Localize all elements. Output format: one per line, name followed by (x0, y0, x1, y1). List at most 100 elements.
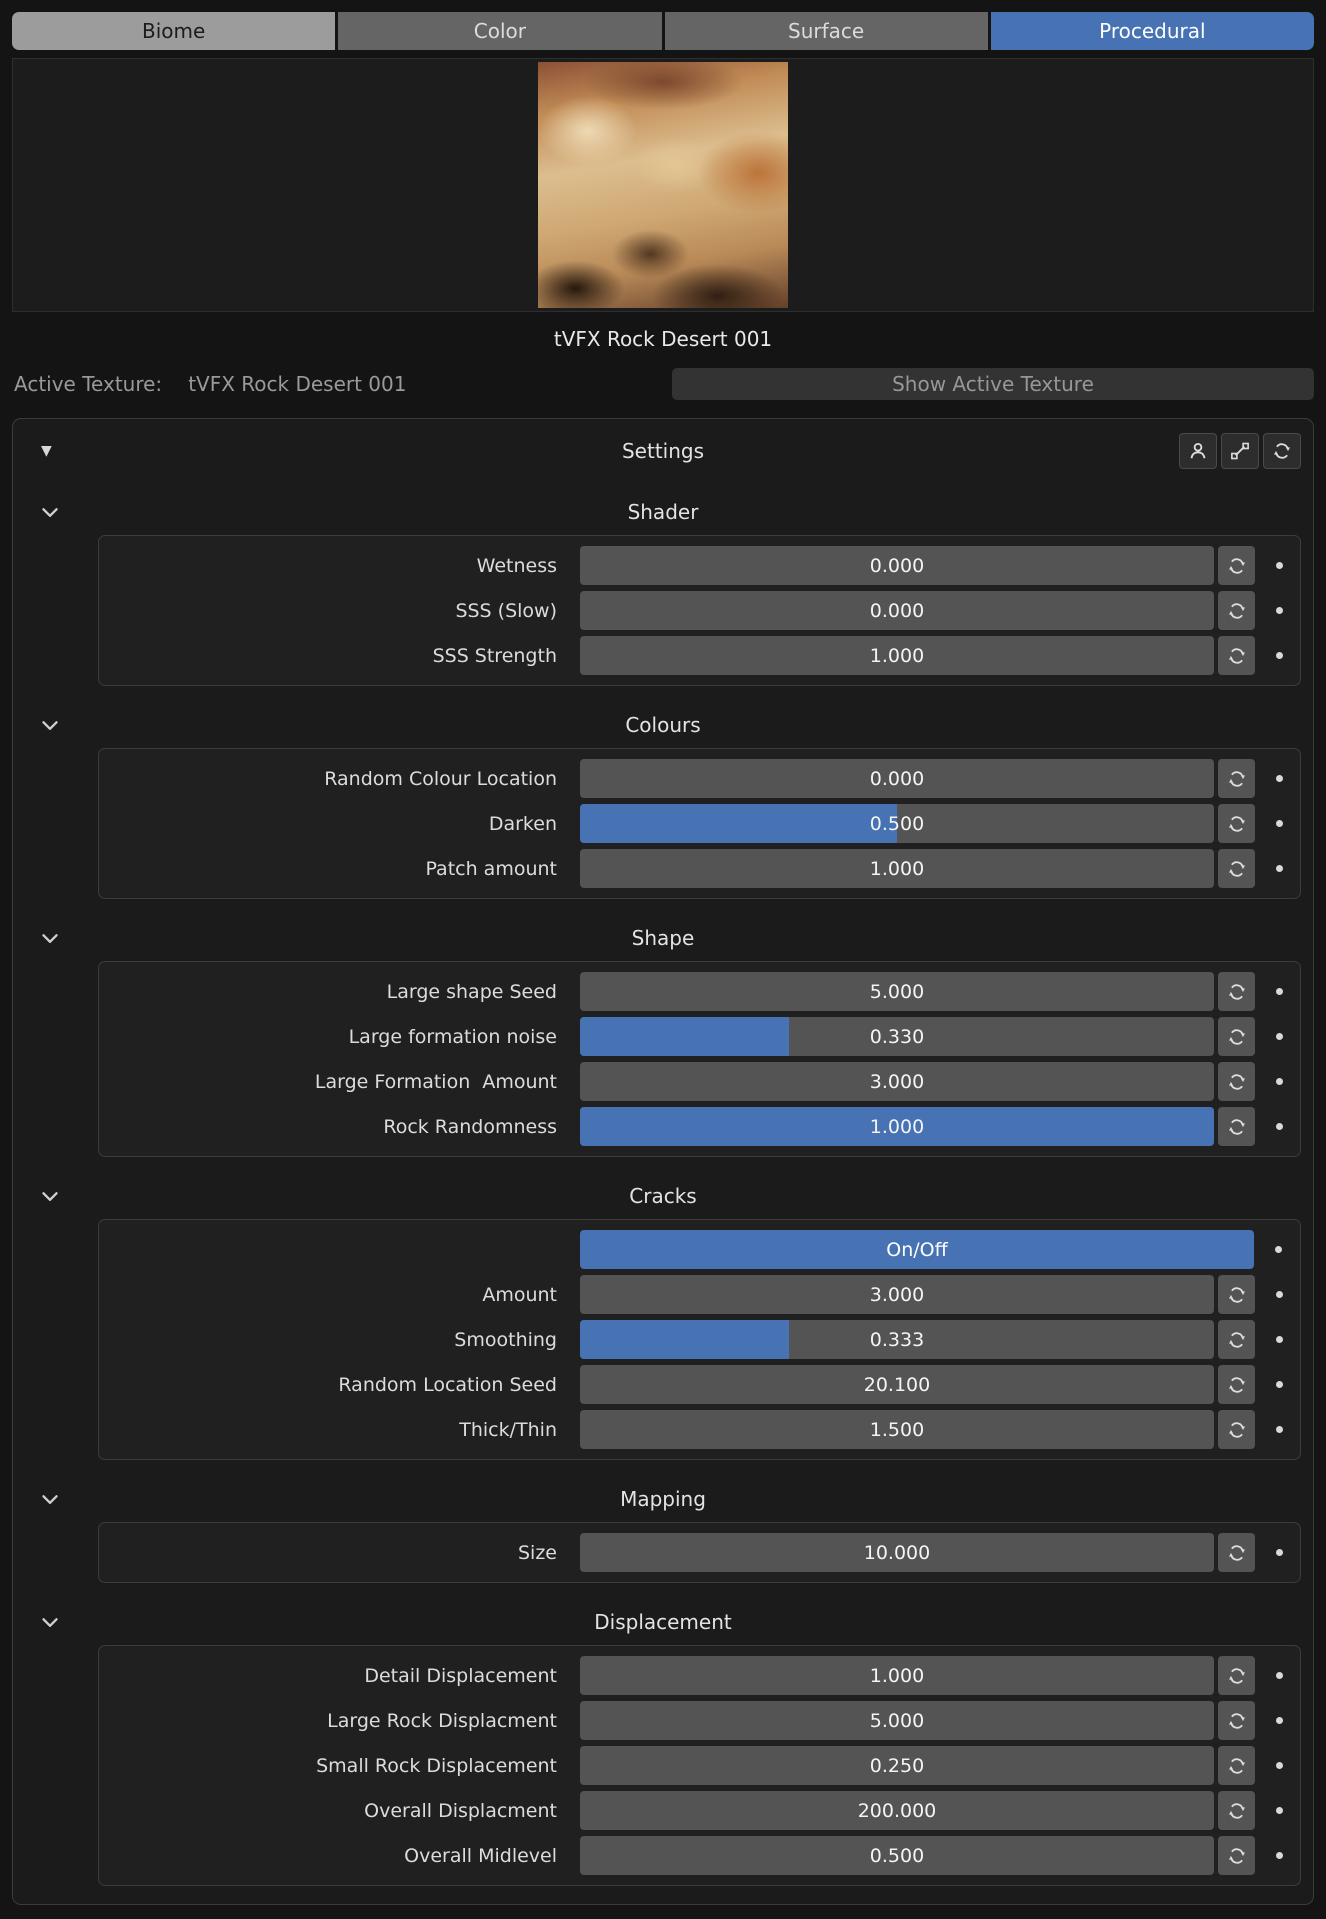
decorator-dot[interactable] (1276, 775, 1283, 782)
refresh-button[interactable] (1218, 1791, 1255, 1830)
refresh-button[interactable] (1218, 1746, 1255, 1785)
refresh-button[interactable] (1218, 546, 1255, 585)
property-label: Darken (488, 812, 557, 835)
tab-surface[interactable]: Surface (664, 12, 988, 50)
value-slider[interactable]: 3.000 (580, 1275, 1214, 1314)
value-slider[interactable]: 20.100 (580, 1365, 1214, 1404)
decorator-dot[interactable] (1276, 1549, 1283, 1556)
property-row: Detail Displacement 1.000 (109, 1656, 1290, 1695)
value-slider[interactable]: 10.000 (580, 1533, 1214, 1572)
refresh-button[interactable] (1218, 1365, 1255, 1404)
decorator-dot[interactable] (1276, 1381, 1283, 1388)
refresh-button[interactable] (1263, 433, 1301, 469)
value-slider[interactable]: 0.500 (580, 804, 1214, 843)
chevron-down-icon[interactable] (37, 1183, 63, 1213)
value-slider[interactable]: 0.000 (580, 759, 1214, 798)
slider-value: 20.100 (863, 1373, 931, 1396)
chevron-down-icon[interactable] (37, 712, 63, 742)
decorator-dot[interactable] (1276, 1762, 1283, 1769)
refresh-button[interactable] (1218, 1410, 1255, 1449)
value-slider[interactable]: 1.500 (580, 1410, 1214, 1449)
property-label: Amount (482, 1283, 557, 1306)
decorator-dot[interactable] (1276, 1123, 1283, 1130)
value-slider[interactable]: 0.000 (580, 591, 1214, 630)
value-slider[interactable]: 1.000 (580, 849, 1214, 888)
refresh-button[interactable] (1218, 804, 1255, 843)
decorator-dot[interactable] (1276, 652, 1283, 659)
value-slider[interactable]: 5.000 (580, 972, 1214, 1011)
value-slider[interactable]: 0.000 (580, 546, 1214, 585)
refresh-button[interactable] (1218, 591, 1255, 630)
slider-fill (580, 1320, 790, 1359)
decorator-dot[interactable] (1276, 865, 1283, 872)
decorator-dot[interactable] (1276, 1807, 1283, 1814)
refresh-button[interactable] (1218, 1533, 1255, 1572)
user-icon (1190, 442, 1206, 459)
section-title-row: Displacement (25, 1599, 1301, 1645)
property-row: Thick/Thin 1.500 (109, 1410, 1290, 1449)
slider-value: 5.000 (869, 1709, 925, 1732)
property-row: SSS Strength 1.000 (109, 636, 1290, 675)
decorator-dot[interactable] (1276, 988, 1283, 995)
refresh-icon (1228, 1712, 1245, 1729)
value-slider[interactable]: 200.000 (580, 1791, 1214, 1830)
value-slider[interactable]: 0.330 (580, 1017, 1214, 1056)
tab-procedural[interactable]: Procedural (990, 12, 1314, 50)
refresh-icon (1228, 770, 1245, 787)
decorator-dot[interactable] (1276, 562, 1283, 569)
decorator-dot[interactable] (1276, 607, 1283, 614)
value-slider[interactable]: 1.000 (580, 636, 1214, 675)
refresh-button[interactable] (1218, 1656, 1255, 1695)
refresh-button[interactable] (1218, 1275, 1255, 1314)
decorator-dot[interactable] (1276, 1291, 1283, 1298)
slider-value: 0.000 (869, 554, 925, 577)
chevron-down-icon[interactable] (37, 1486, 63, 1516)
decorator-dot[interactable] (1275, 1246, 1282, 1253)
refresh-button[interactable] (1218, 636, 1255, 675)
refresh-button[interactable] (1218, 1836, 1255, 1875)
user-button[interactable] (1179, 433, 1217, 469)
refresh-icon (1228, 1028, 1245, 1045)
refresh-button[interactable] (1218, 1017, 1255, 1056)
value-slider[interactable]: 0.333 (580, 1320, 1214, 1359)
onoff-toggle-button[interactable]: On/Off (580, 1230, 1254, 1269)
chevron-down-icon[interactable] (37, 925, 63, 955)
refresh-button[interactable] (1218, 1701, 1255, 1740)
slider-fill (580, 804, 897, 843)
tab-biome[interactable]: Biome (12, 12, 336, 50)
driver-button[interactable] (1221, 433, 1259, 469)
refresh-button[interactable] (1218, 1062, 1255, 1101)
decorator-dot[interactable] (1276, 1672, 1283, 1679)
value-slider[interactable]: 5.000 (580, 1701, 1214, 1740)
show-active-texture-button[interactable]: Show Active Texture (672, 368, 1314, 400)
refresh-button[interactable] (1218, 849, 1255, 888)
section-title-row: Colours (25, 702, 1301, 748)
value-slider[interactable]: 0.500 (580, 1836, 1214, 1875)
chevron-down-icon[interactable] (37, 499, 63, 529)
decorator-dot[interactable] (1276, 1033, 1283, 1040)
decorator-dot[interactable] (1276, 820, 1283, 827)
toggle-label: On/Off (886, 1238, 948, 1261)
value-slider[interactable]: 1.000 (580, 1107, 1214, 1146)
slider-fill (580, 1107, 1214, 1146)
refresh-button[interactable] (1218, 759, 1255, 798)
refresh-button[interactable] (1218, 972, 1255, 1011)
property-row: Large formation noise 0.330 (109, 1017, 1290, 1056)
refresh-button[interactable] (1218, 1107, 1255, 1146)
decorator-dot[interactable] (1276, 1426, 1283, 1433)
slider-value: 1.000 (869, 644, 925, 667)
decorator-dot[interactable] (1276, 1336, 1283, 1343)
decorator-dot[interactable] (1276, 1852, 1283, 1859)
value-slider[interactable]: 3.000 (580, 1062, 1214, 1101)
decorator-dot[interactable] (1276, 1717, 1283, 1724)
value-slider[interactable]: 1.000 (580, 1656, 1214, 1695)
property-label: Size (517, 1541, 557, 1564)
tab-color[interactable]: Color (338, 12, 662, 50)
value-slider[interactable]: 0.250 (580, 1746, 1214, 1785)
slider-value: 0.500 (869, 812, 925, 835)
slider-value: 0.250 (869, 1754, 925, 1777)
refresh-button[interactable] (1218, 1320, 1255, 1359)
decorator-dot[interactable] (1276, 1078, 1283, 1085)
chevron-down-icon[interactable] (37, 1609, 63, 1639)
collapse-triangle-icon[interactable]: ▼ (41, 443, 52, 459)
